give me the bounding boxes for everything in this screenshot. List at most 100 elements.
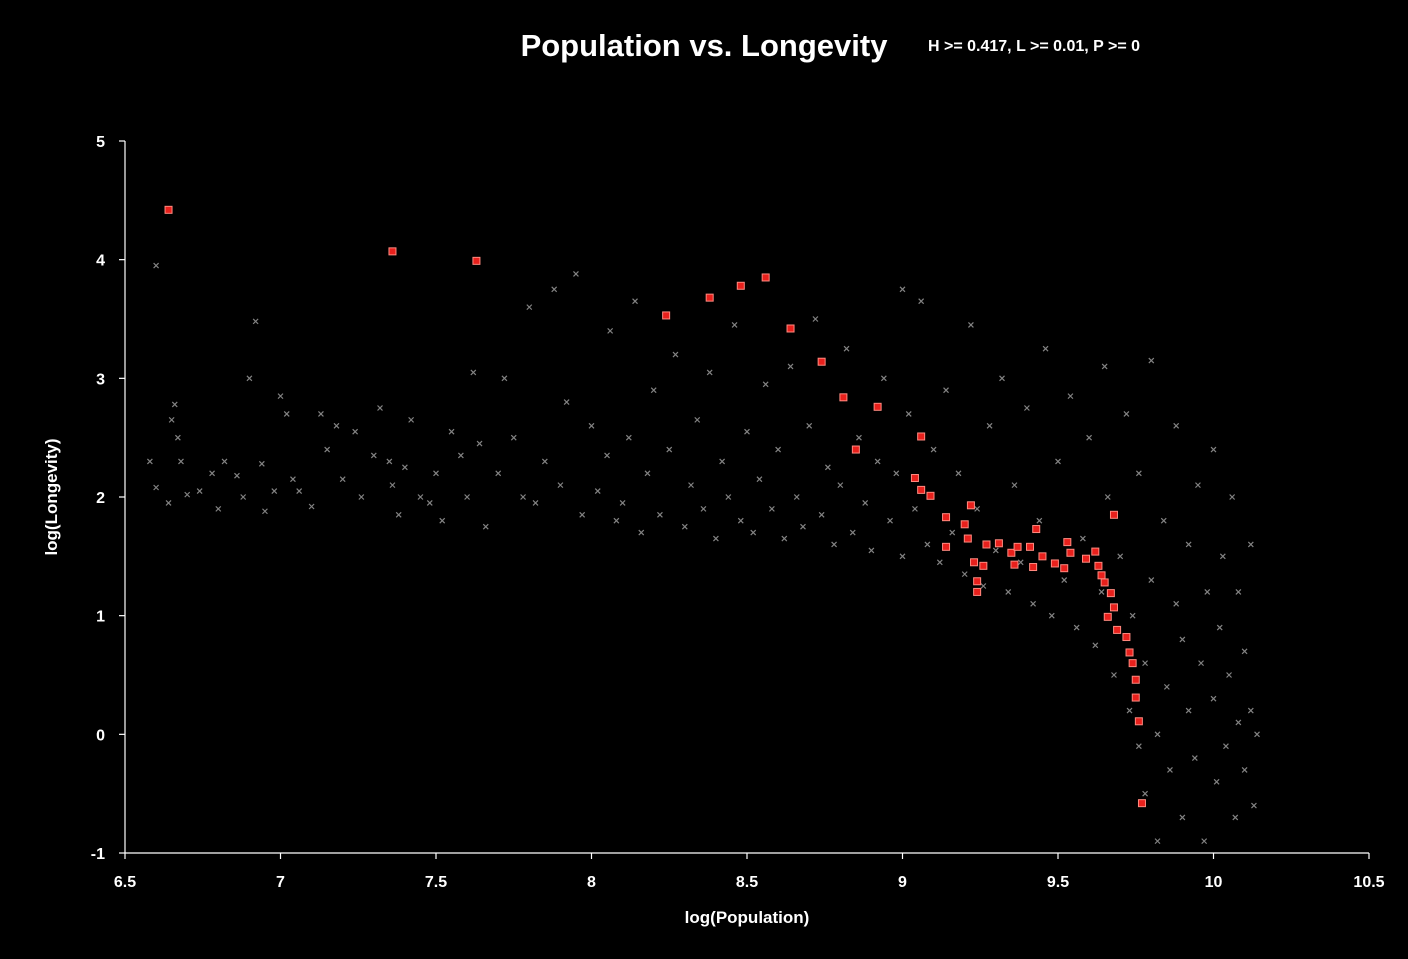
red-point: [982, 540, 991, 549]
red-point: [1137, 799, 1146, 808]
red-point: [736, 281, 745, 290]
red-point: [164, 205, 173, 214]
red-point: [1032, 525, 1041, 534]
y-tick-label: 1: [96, 609, 105, 626]
gray-point: [153, 484, 160, 491]
red-point: [970, 558, 979, 567]
gray-point: [862, 500, 869, 506]
gray-point: [557, 482, 564, 489]
gray-point: [153, 262, 160, 269]
gray-point: [520, 494, 527, 500]
gray-point: [541, 458, 548, 465]
gray-point: [899, 553, 906, 560]
red-point: [851, 445, 860, 454]
y-tick-label: 3: [96, 371, 105, 388]
gray-point: [700, 505, 707, 512]
red-point: [1013, 542, 1022, 551]
gray-point: [912, 505, 918, 512]
red-point: [917, 485, 926, 494]
gray-point: [1173, 600, 1180, 607]
gray-point: [482, 523, 489, 530]
gray-point: [1098, 589, 1105, 595]
y-tick-label: 4: [96, 253, 105, 270]
y-tick-label: 2: [96, 490, 105, 507]
red-point: [1109, 510, 1118, 519]
gray-point: [843, 345, 850, 352]
gray-point: [271, 488, 278, 494]
gray-point: [370, 452, 377, 459]
red-point: [979, 561, 988, 570]
gray-point: [433, 470, 439, 477]
gray-point: [1101, 363, 1108, 370]
gray-point: [1235, 589, 1242, 595]
gray-point: [619, 500, 626, 506]
gray-point: [476, 440, 483, 447]
gray-point: [457, 452, 464, 459]
gray-point: [1126, 707, 1133, 714]
gray-point: [1254, 731, 1260, 738]
gray-point: [1241, 648, 1248, 655]
gray-point: [930, 446, 937, 453]
gray-point: [1232, 814, 1239, 821]
gray-point: [1104, 494, 1111, 500]
red-point: [910, 474, 919, 483]
red-point: [1081, 554, 1090, 563]
gray-point: [1247, 707, 1254, 714]
red-point: [926, 491, 935, 500]
red-point: [873, 402, 882, 411]
gray-point: [209, 470, 216, 477]
gray-point: [1148, 357, 1155, 364]
gray-point: [806, 422, 813, 429]
gray-point: [924, 541, 931, 548]
gray-point: [1185, 707, 1192, 714]
red-point: [1063, 538, 1072, 547]
gray-point: [762, 381, 769, 388]
gray-point: [171, 401, 178, 408]
red-point: [662, 311, 671, 320]
x-tick-label: 8.5: [736, 874, 758, 891]
gray-point: [787, 363, 794, 370]
gray-point: [277, 393, 284, 400]
x-tick-label: 10: [1205, 874, 1223, 891]
red-point: [1125, 648, 1134, 657]
gray-point: [448, 428, 455, 435]
gray-point: [1163, 683, 1170, 690]
red-point: [1091, 547, 1100, 556]
x-tick-label: 10.5: [1353, 874, 1384, 891]
gray-point: [246, 375, 253, 382]
gray-point: [1042, 345, 1049, 352]
gray-point: [1229, 494, 1236, 500]
gray-point: [712, 535, 719, 542]
gray-point: [221, 458, 228, 465]
gray-point: [464, 494, 471, 500]
gray-point: [613, 517, 620, 524]
gray-point: [296, 488, 303, 494]
gray-point: [1213, 778, 1220, 785]
gray-point: [532, 500, 539, 506]
gray-point: [1173, 422, 1180, 429]
gray-point: [905, 411, 912, 417]
gray-point: [1223, 743, 1229, 750]
gray-point: [725, 494, 732, 500]
gray-point: [899, 286, 906, 293]
gray-point: [1117, 553, 1124, 560]
gray-point: [563, 399, 570, 405]
gray-point: [1219, 553, 1226, 560]
gray-point: [178, 458, 184, 465]
gray-point: [986, 422, 993, 429]
gray-point: [750, 529, 757, 536]
gray-point: [955, 470, 962, 477]
gray-point: [358, 494, 365, 500]
gray-point: [837, 482, 844, 489]
gray-point: [417, 494, 424, 500]
gray-point: [401, 464, 408, 471]
gray-point: [339, 476, 346, 483]
gray-point: [644, 470, 651, 477]
y-tick-label: 5: [96, 134, 105, 151]
gray-point: [1061, 577, 1068, 583]
gray-point: [688, 482, 694, 489]
gray-point: [719, 458, 726, 465]
gray-point: [146, 458, 153, 465]
gray-point: [1067, 393, 1074, 400]
